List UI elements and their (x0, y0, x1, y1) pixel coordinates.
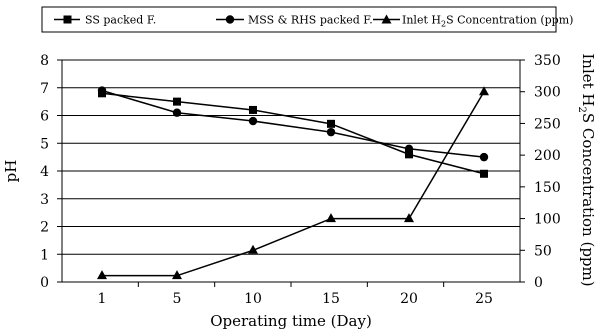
y2-tick-label: 200 (534, 148, 561, 164)
legend-box (41, 6, 557, 33)
legend-label-mss: MSS & RHS packed F. (248, 14, 373, 27)
legend-circle-marker (225, 15, 235, 24)
data-point-square (249, 105, 257, 114)
data-point-triangle (97, 270, 107, 280)
x-tick-label: 1 (98, 291, 107, 307)
y2-tick-label: 100 (534, 212, 561, 228)
data-point-circle (404, 144, 414, 153)
legend-entry-ss: SS packed F. (54, 14, 156, 27)
series-group (97, 86, 489, 280)
y2-tick-label: 250 (534, 116, 561, 132)
series-line-triangle (102, 91, 485, 277)
y-tick-label: 2 (40, 220, 49, 236)
y-tick-label: 4 (40, 164, 49, 180)
y2-axis-title: Inlet H2S Concentration (ppm) (576, 53, 595, 286)
y2-tick-label: 50 (534, 243, 552, 259)
data-point-triangle (248, 244, 258, 254)
y-tick-label: 8 (40, 53, 49, 69)
series-line-circle (101, 89, 485, 158)
x-axis-title: Operating time (Day) (210, 312, 372, 330)
x-tick-label: 10 (244, 291, 262, 307)
gridlines (62, 59, 520, 255)
y-tick-label: 6 (40, 109, 49, 125)
y2-tick-label: 0 (534, 275, 543, 291)
x-tick-labels: 1 5 10 15 20 25 (98, 291, 493, 307)
y-tick-label: 5 (40, 136, 49, 152)
x-tick-label: 5 (173, 291, 182, 307)
data-point-square (405, 150, 413, 159)
legend-entry-h2s: Inlet H2S Concentration (ppm) (373, 14, 573, 29)
series-line-square (101, 92, 485, 175)
legend-label-h2s: Inlet H2S Concentration (ppm) (402, 14, 573, 29)
y-tick-label: 1 (40, 247, 49, 263)
y-tick-label: 3 (40, 192, 49, 208)
left-tick-labels: 0 1 2 3 4 5 6 7 8 (40, 53, 49, 291)
y-tick-label: 7 (40, 81, 49, 97)
legend: SS packed F. MSS & RHS packed F. Inlet H… (41, 6, 573, 33)
legend-square-marker (63, 15, 72, 24)
data-point-circle (97, 86, 107, 95)
y-tick-label: 0 (40, 275, 49, 291)
x-tick-label: 15 (322, 291, 340, 307)
right-tick-labels: 0 50 100 150 200 250 300 350 (534, 53, 561, 291)
data-point-triangle (479, 86, 489, 96)
data-point-circle (326, 127, 336, 137)
y2-tick-label: 150 (534, 180, 561, 196)
tick-marks (57, 59, 525, 287)
data-point-square (173, 97, 181, 106)
x-tick-label: 20 (400, 291, 418, 307)
data-point-circle (479, 152, 489, 162)
legend-entry-mss: MSS & RHS packed F. (216, 14, 373, 27)
data-point-circle (248, 116, 258, 126)
legend-label-ss: SS packed F. (85, 14, 156, 27)
y2-tick-label: 300 (534, 85, 561, 101)
legend-triangle-marker (381, 14, 392, 24)
legend-subscript: 2 (441, 20, 446, 29)
x-tick-label: 25 (475, 291, 493, 307)
data-point-triangle (404, 213, 414, 223)
data-point-triangle (172, 270, 182, 280)
data-point-circle (172, 108, 182, 117)
data-point-square (327, 119, 335, 128)
y2-tick-label: 350 (534, 53, 561, 69)
y2-axis-title-subscript: 2 (576, 107, 587, 113)
y-axis-title: pH (2, 160, 20, 183)
data-point-square (480, 169, 488, 178)
data-point-triangle (326, 213, 336, 223)
